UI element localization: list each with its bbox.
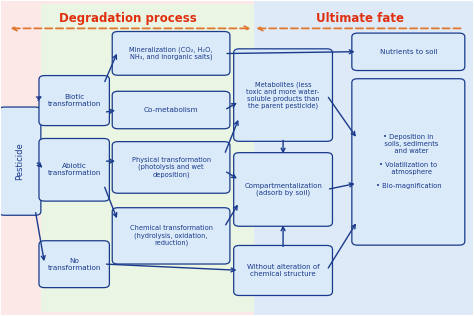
Text: Biotic
transformation: Biotic transformation <box>47 94 101 107</box>
Text: Co-metabolism: Co-metabolism <box>144 107 199 113</box>
Text: Mineralization (CO₂, H₂O,
NH₃, and inorganic salts): Mineralization (CO₂, H₂O, NH₃, and inorg… <box>129 46 213 60</box>
FancyBboxPatch shape <box>39 76 109 125</box>
FancyBboxPatch shape <box>234 153 332 226</box>
FancyBboxPatch shape <box>112 32 230 75</box>
Text: No
transformation: No transformation <box>47 258 101 271</box>
Polygon shape <box>254 1 474 315</box>
Polygon shape <box>41 4 254 312</box>
Text: • Deposition in
   soils, sediments
   and water

• Volatilization to
   atmosph: • Deposition in soils, sediments and wat… <box>375 134 441 189</box>
Text: Chemical transformation
(hydrolysis, oxidation,
reduction): Chemical transformation (hydrolysis, oxi… <box>129 225 212 246</box>
FancyBboxPatch shape <box>112 208 230 264</box>
FancyBboxPatch shape <box>234 246 332 295</box>
Text: Compartmentalization
(adsorb by soil): Compartmentalization (adsorb by soil) <box>244 183 322 196</box>
FancyBboxPatch shape <box>39 241 109 288</box>
Text: Without alteration of
chemical structure: Without alteration of chemical structure <box>247 264 319 277</box>
FancyBboxPatch shape <box>352 33 465 70</box>
FancyBboxPatch shape <box>112 142 230 193</box>
FancyBboxPatch shape <box>352 79 465 245</box>
Text: Abiotic
transformation: Abiotic transformation <box>47 163 101 176</box>
Text: Physical transformation
(photolysis and wet
deposition): Physical transformation (photolysis and … <box>131 157 210 178</box>
Text: Metabolites (less
toxic and more water-
soluble products than
the parent pestici: Metabolites (less toxic and more water- … <box>246 81 319 109</box>
FancyBboxPatch shape <box>0 107 41 215</box>
FancyBboxPatch shape <box>234 49 332 141</box>
Text: Pesticide: Pesticide <box>16 142 25 180</box>
Text: Ultimate fate: Ultimate fate <box>316 12 404 25</box>
FancyBboxPatch shape <box>39 138 109 201</box>
Text: Nutrients to soil: Nutrients to soil <box>380 49 437 55</box>
Text: Degradation process: Degradation process <box>59 12 197 25</box>
FancyBboxPatch shape <box>112 91 230 129</box>
